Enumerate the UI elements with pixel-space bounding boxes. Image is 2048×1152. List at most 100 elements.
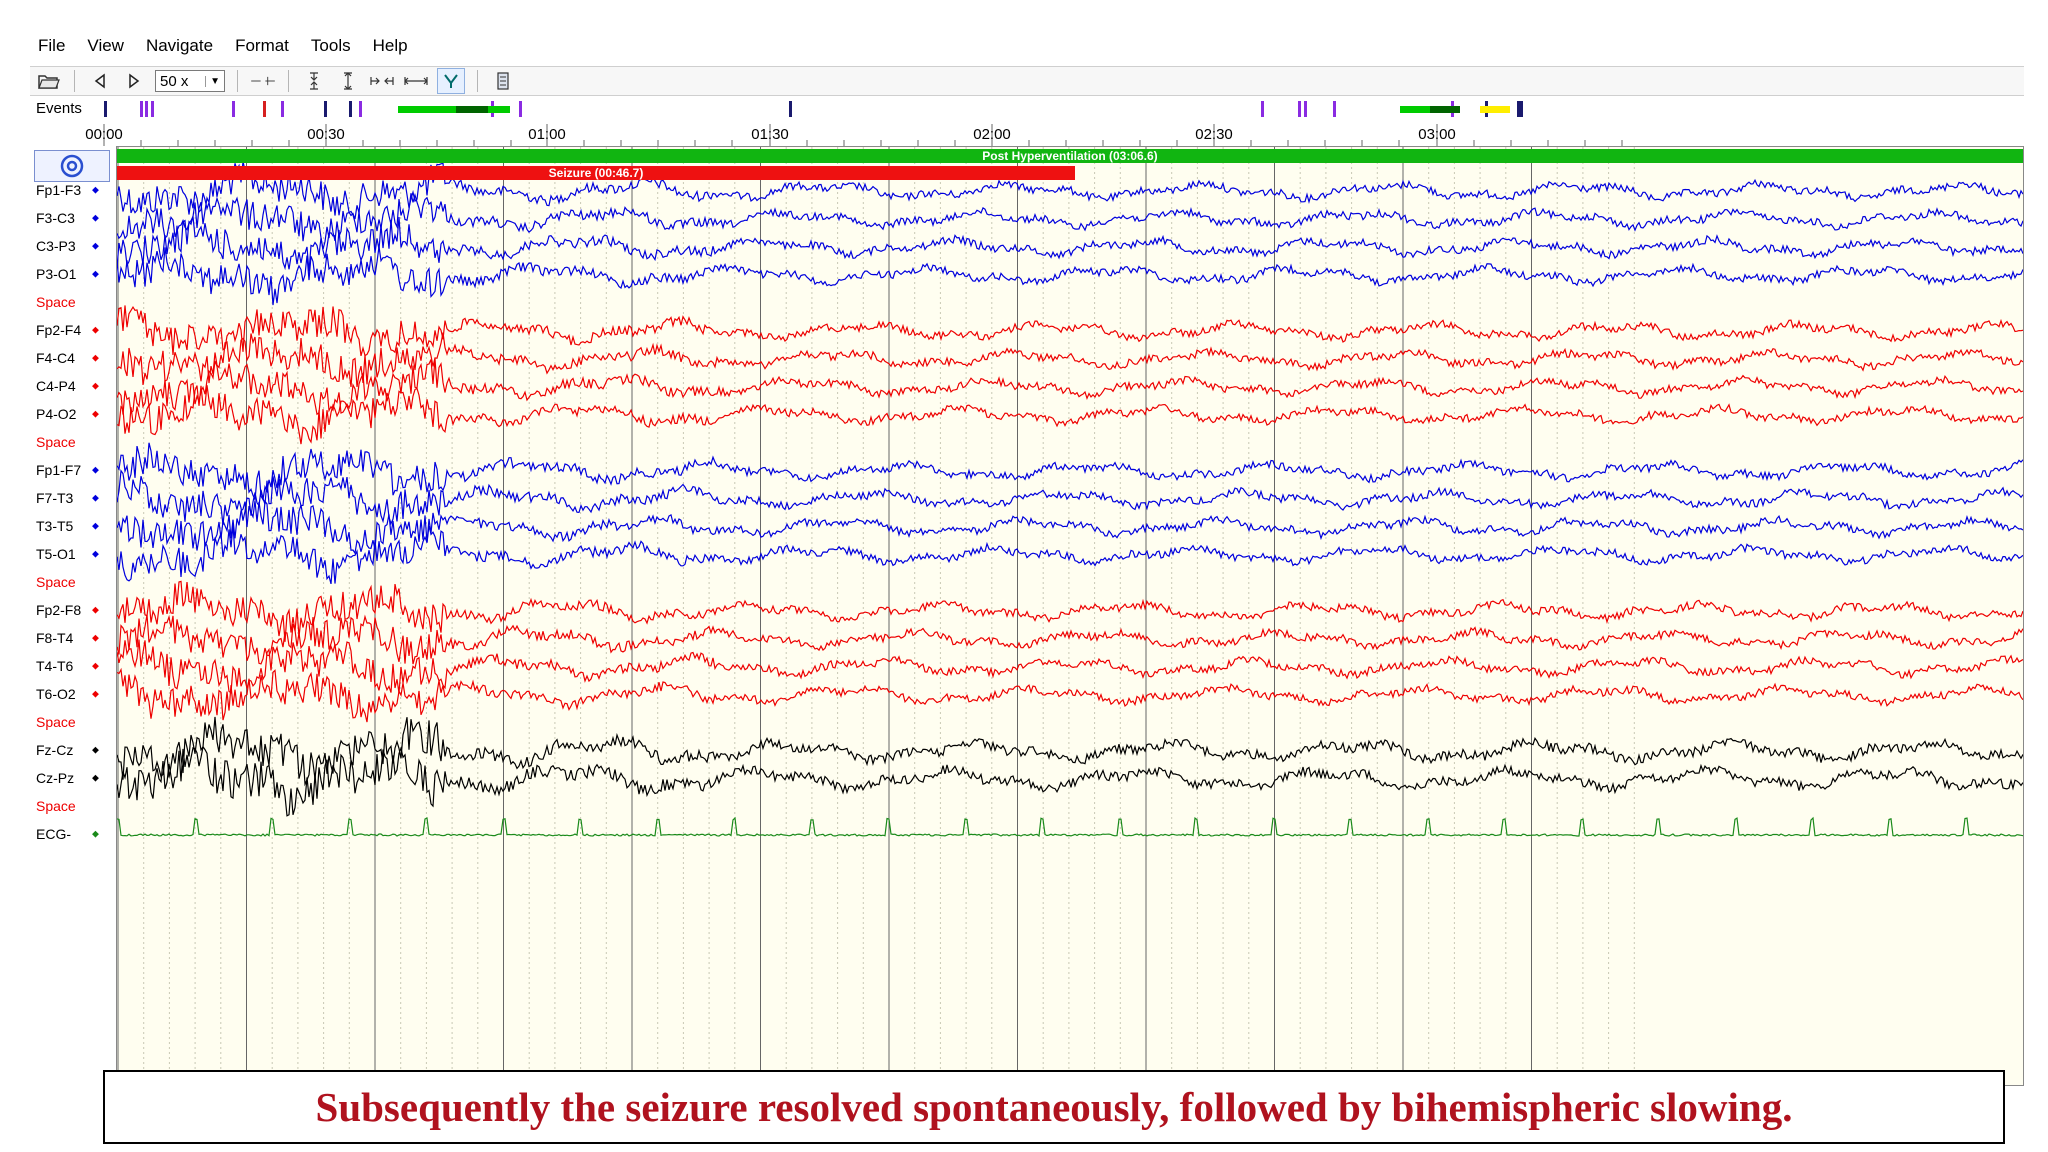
channel-space-label[interactable]: Space <box>36 434 76 450</box>
target-icon <box>60 154 84 178</box>
event-marker <box>1304 101 1307 117</box>
channel-label[interactable]: P3-O1 <box>36 266 77 282</box>
menu-view[interactable]: View <box>87 36 124 55</box>
channel-label[interactable]: ECG- <box>36 826 71 842</box>
channel-label[interactable]: Fp1-F3 <box>36 182 82 198</box>
event-marker <box>281 101 284 117</box>
chevron-down-icon: ▼ <box>205 75 220 87</box>
channel-label[interactable]: Fz-Cz <box>36 742 74 758</box>
channel-color-marker: ◆ <box>92 604 99 615</box>
eeg-trace <box>117 442 2023 502</box>
eeg-trace <box>117 216 2023 272</box>
channel-color-marker: ◆ <box>92 688 99 699</box>
channel-color-marker: ◆ <box>92 772 99 783</box>
open-folder-icon[interactable] <box>36 69 62 93</box>
channel-space-label[interactable]: Space <box>36 294 76 310</box>
channel-label[interactable]: T4-T6 <box>36 658 74 674</box>
time-tick: 02:00 <box>973 126 1011 143</box>
channel-color-marker: ◆ <box>92 828 99 839</box>
time-tick: 02:30 <box>1195 126 1233 143</box>
event-range <box>456 106 488 113</box>
seizure-annotation[interactable]: Seizure (00:46.7) <box>117 166 1075 180</box>
menu-file[interactable]: File <box>38 36 66 55</box>
channel-label[interactable]: Fp2-F8 <box>36 602 82 618</box>
montage-target-button[interactable] <box>34 150 110 182</box>
channel-color-marker: ◆ <box>92 408 99 419</box>
channel-space-label[interactable]: Space <box>36 574 76 590</box>
channel-label[interactable]: Fp2-F4 <box>36 322 82 338</box>
event-marker <box>789 101 792 117</box>
channel-label[interactable]: T5-O1 <box>36 546 76 562</box>
zoom-value: 50 x <box>160 72 189 90</box>
event-marker <box>324 101 327 117</box>
caption-text: Subsequently the seizure resolved sponta… <box>315 1084 1793 1130</box>
time-ruler[interactable]: 00:00 00:30 01:00 01:30 02:00 02:30 03:0… <box>30 124 2024 146</box>
channel-label[interactable]: F3-C3 <box>36 210 75 226</box>
channel-label[interactable]: F8-T4 <box>36 630 74 646</box>
event-marker <box>232 101 235 117</box>
event-range <box>1480 106 1510 113</box>
channel-label[interactable]: C3-P3 <box>36 238 76 254</box>
toolbar-divider <box>288 70 289 92</box>
event-marker <box>1517 101 1520 117</box>
filter-icon[interactable] <box>437 68 465 94</box>
next-icon[interactable] <box>121 69 147 93</box>
channel-label[interactable]: Fp1-F7 <box>36 462 82 478</box>
horizontal-line-icon[interactable] <box>250 69 276 93</box>
channel-label[interactable]: F7-T3 <box>36 490 74 506</box>
eeg-trace <box>117 385 2023 445</box>
menu-tools[interactable]: Tools <box>310 36 351 55</box>
channel-label[interactable]: F4-C4 <box>36 350 75 366</box>
time-ruler-ticks <box>103 124 1623 146</box>
menu-help[interactable]: Help <box>372 36 408 55</box>
horizontal-expand-icon[interactable] <box>403 69 429 93</box>
eeg-trace <box>117 305 2023 357</box>
eeg-traces[interactable] <box>117 147 2023 1085</box>
eeg-trace <box>117 816 2023 838</box>
event-marker <box>1520 101 1523 117</box>
event-range <box>1430 106 1460 113</box>
channel-color-marker: ◆ <box>92 268 99 279</box>
horizontal-compress-icon[interactable] <box>369 69 395 93</box>
menu-format[interactable]: Format <box>235 36 289 55</box>
eeg-trace <box>117 614 2023 665</box>
eeg-trace <box>117 192 2023 250</box>
eeg-trace <box>117 639 2023 694</box>
event-marker <box>104 101 107 117</box>
event-marker <box>140 101 143 117</box>
eeg-trace <box>117 246 2023 306</box>
seizure-label: Seizure (00:46.7) <box>548 166 644 180</box>
eeg-trace <box>117 499 2023 555</box>
eeg-trace <box>117 358 2023 416</box>
time-tick: 00:00 <box>85 126 123 143</box>
event-range <box>1400 106 1430 113</box>
eeg-trace-area[interactable]: Post Hyperventilation (03:06.6) Seizure … <box>116 146 2024 1086</box>
event-marker <box>519 101 522 117</box>
channel-color-marker: ◆ <box>92 240 99 251</box>
eeg-trace <box>117 667 2023 723</box>
channel-space-label[interactable]: Space <box>36 798 76 814</box>
channel-space-label[interactable]: Space <box>36 714 76 730</box>
events-track[interactable]: Events <box>30 96 2024 125</box>
previous-icon[interactable] <box>87 69 113 93</box>
channel-label[interactable]: P4-O2 <box>36 406 77 422</box>
slide-caption: Subsequently the seizure resolved sponta… <box>103 1070 2005 1144</box>
channel-label[interactable]: T3-T5 <box>36 518 74 534</box>
vertical-compress-icon[interactable] <box>301 69 327 93</box>
events-markers[interactable] <box>30 96 2024 124</box>
menu-navigate[interactable]: Navigate <box>145 36 214 55</box>
zoom-select[interactable]: 50 x ▼ <box>155 70 225 92</box>
post-hyperventilation-annotation[interactable]: Post Hyperventilation (03:06.6) <box>117 149 2023 163</box>
vertical-expand-icon[interactable] <box>335 69 361 93</box>
channel-label[interactable]: C4-P4 <box>36 378 76 394</box>
channel-color-marker: ◆ <box>92 324 99 335</box>
channel-label[interactable]: T6-O2 <box>36 686 76 702</box>
event-marker <box>145 101 148 117</box>
channel-label[interactable]: Cz-Pz <box>36 770 75 786</box>
toolbar: 50 x ▼ <box>30 66 2024 96</box>
eeg-trace <box>117 716 2023 787</box>
toolbar-divider <box>477 70 478 92</box>
page-icon[interactable] <box>490 69 516 93</box>
toolbar-divider <box>237 70 238 92</box>
channel-label-column: Fp1-F3 ◆ F3-C3 ◆ C3-P3 ◆ P3-O1 ◆ Space Fp2-F4 ◆ F4-… <box>30 146 117 1086</box>
